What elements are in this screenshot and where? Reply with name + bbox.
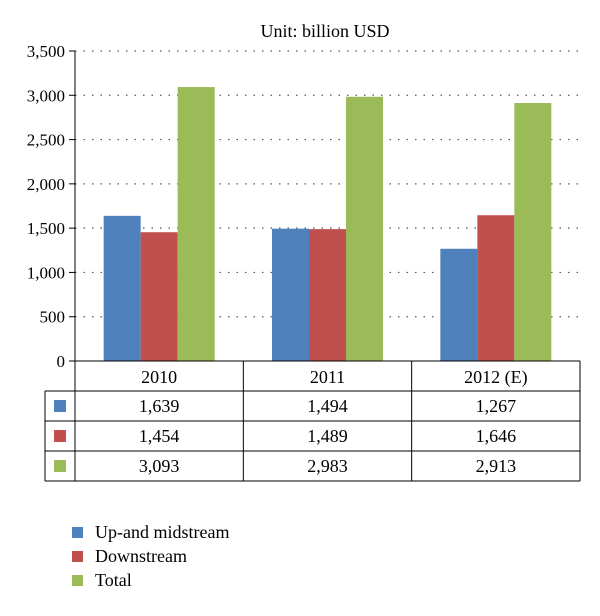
data-table: 2010 2011 2012 (E) 1,639 1,494 1,267 1,454 1,48… [44, 360, 581, 482]
legend: Up-and midstream Downstream Total [72, 520, 229, 592]
bar [103, 215, 141, 361]
y-tick-label: 500 [40, 308, 66, 327]
y-tick-label: 3,000 [27, 86, 65, 105]
bar [346, 96, 383, 361]
bar [272, 228, 309, 361]
bar [309, 229, 346, 361]
y-tick-label: 1,500 [27, 219, 65, 238]
bar [477, 215, 515, 361]
bar [140, 232, 178, 361]
y-tick-label: 3,500 [27, 42, 65, 61]
table-value-label: 3,093 [139, 456, 180, 476]
y-axis: 0 500 1,000 1,500 2,000 2,500 3,000 3,500 [27, 42, 76, 371]
table-category-label: 2011 [310, 367, 345, 387]
legend-label-up-and-midstream: Up-and midstream [95, 521, 230, 542]
table-value-label: 1,267 [476, 396, 517, 416]
y-tick-label: 2,500 [27, 131, 65, 150]
legend-item-downstream: Downstream [72, 544, 229, 568]
table-value-label: 1,646 [476, 426, 517, 446]
y-tick-label: 2,000 [27, 175, 65, 194]
y-tick-label: 1,000 [27, 263, 65, 282]
legend-label-total: Total [95, 569, 132, 590]
y-tick-label: 0 [57, 352, 66, 371]
legend-label-downstream: Downstream [95, 545, 187, 566]
table-value-label: 1,454 [139, 426, 180, 446]
legend-swatch-up-and-midstream [72, 526, 83, 538]
table-value-label: 1,494 [307, 396, 348, 416]
table-series-swatch [54, 400, 66, 412]
legend-item-up-and-midstream: Up-and midstream [72, 520, 229, 544]
table-series-swatch [54, 460, 66, 472]
table-value-label: 1,489 [307, 426, 348, 446]
bar [514, 102, 552, 362]
table-value-label: 1,639 [139, 396, 180, 416]
table-category-label: 2012 (E) [464, 367, 527, 388]
bar [440, 248, 478, 361]
bars [103, 87, 552, 362]
table-value-label: 2,913 [476, 456, 517, 476]
legend-item-total: Total [72, 568, 229, 592]
table-category-label: 2010 [141, 367, 177, 387]
legend-swatch-downstream [72, 550, 83, 562]
table-series-swatch [54, 430, 66, 442]
legend-swatch-total [72, 574, 83, 586]
table-value-label: 2,983 [307, 456, 348, 476]
chart-title: Unit: billion USD [260, 21, 389, 41]
bar [177, 87, 215, 361]
